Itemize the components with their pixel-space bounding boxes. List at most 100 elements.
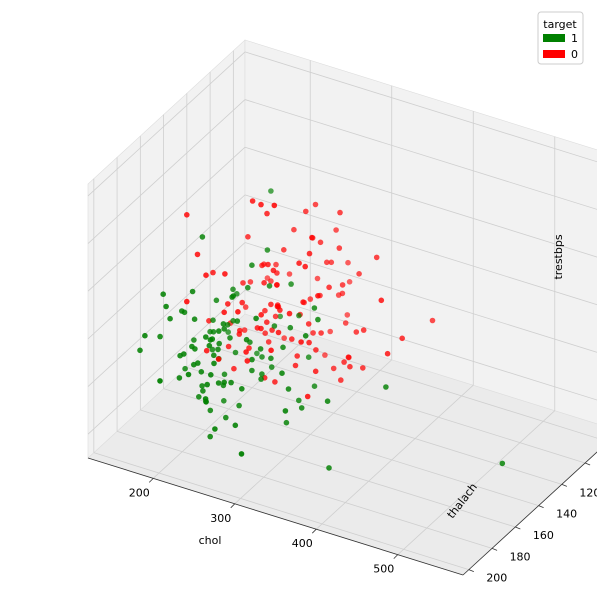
grid-line-z-back <box>244 51 597 163</box>
data-point-target-1 <box>302 333 309 339</box>
data-point-target-0 <box>261 280 267 286</box>
data-point-target-0 <box>194 251 201 258</box>
back-wall-pane <box>244 39 597 425</box>
data-point-target-0 <box>330 365 337 372</box>
data-point-target-1 <box>225 329 231 335</box>
data-point-target-1 <box>259 354 265 360</box>
data-point-target-0 <box>315 293 321 299</box>
data-point-target-0 <box>305 321 312 327</box>
data-point-target-1 <box>211 360 217 367</box>
data-point-target-1 <box>221 379 227 386</box>
data-point-target-0 <box>277 307 283 313</box>
data-point-target-1 <box>249 367 255 374</box>
data-point-target-1 <box>203 334 209 340</box>
data-point-target-1 <box>207 433 213 440</box>
data-point-target-1 <box>191 337 197 343</box>
data-point-target-1 <box>257 346 264 352</box>
data-point-target-0 <box>268 278 274 284</box>
grid-line-z-back <box>244 289 597 401</box>
data-point-target-1 <box>189 288 196 295</box>
y-tick-mark <box>584 462 591 466</box>
data-point-target-0 <box>203 347 210 354</box>
data-point-target-1 <box>221 326 227 332</box>
data-point-target-0 <box>324 259 330 266</box>
data-point-target-0 <box>304 393 311 400</box>
data-point-target-0 <box>339 282 346 288</box>
data-point-target-1 <box>209 346 216 353</box>
grid-line-y-floor <box>163 388 539 507</box>
data-point-target-1 <box>215 380 222 386</box>
data-point-target-1 <box>249 262 255 269</box>
data-point-target-1 <box>253 315 259 322</box>
data-point-target-0 <box>258 312 265 318</box>
data-point-target-1 <box>199 383 205 389</box>
data-point-target-0 <box>247 279 254 285</box>
data-point-target-0 <box>373 254 380 261</box>
data-point-target-1 <box>288 281 294 287</box>
data-point-target-1 <box>224 322 231 328</box>
data-point-target-1 <box>227 335 233 341</box>
legend-label-1: 1 <box>571 32 578 45</box>
y-tick-label: 120 <box>579 486 597 499</box>
data-point-target-0 <box>239 299 245 306</box>
data-point-target-0 <box>272 379 278 385</box>
data-point-target-1 <box>213 297 220 304</box>
data-point-target-0 <box>235 309 241 315</box>
data-point-target-0 <box>307 296 314 302</box>
x-axis-line <box>87 457 464 576</box>
data-point-target-0 <box>310 330 316 336</box>
data-point-target-1 <box>212 426 218 432</box>
data-point-target-0 <box>300 299 306 305</box>
y-tick-mark <box>491 547 498 551</box>
grid-line-z-back <box>244 194 597 306</box>
data-point-target-1 <box>210 317 216 324</box>
data-point-target-0 <box>292 362 299 369</box>
data-point-target-0 <box>337 209 343 216</box>
grid-line-z-back <box>244 99 597 210</box>
data-point-target-1 <box>223 414 229 421</box>
data-point-target-0 <box>344 312 351 318</box>
data-point-target-0 <box>291 226 297 233</box>
data-point-target-1 <box>279 370 285 377</box>
x-tick-mark <box>148 478 154 483</box>
data-point-target-1 <box>326 465 332 471</box>
data-point-target-1 <box>157 378 163 384</box>
data-point-target-0 <box>281 335 288 341</box>
data-point-target-1 <box>200 388 206 394</box>
x-tick-label: 200 <box>129 486 150 499</box>
data-point-target-1 <box>157 333 163 340</box>
data-point-target-0 <box>342 320 349 326</box>
data-point-target-1 <box>221 371 228 378</box>
data-point-target-0 <box>356 271 362 277</box>
data-point-target-1 <box>383 384 389 390</box>
data-point-target-0 <box>312 368 319 375</box>
data-point-target-1 <box>232 422 239 429</box>
data-point-target-0 <box>399 335 406 342</box>
data-point-target-1 <box>202 396 209 402</box>
data-point-target-1 <box>239 386 245 392</box>
grid-line-z-wall <box>87 146 246 292</box>
data-point-target-1 <box>280 344 286 351</box>
data-point-target-0 <box>346 279 353 285</box>
data-point-target-1 <box>230 318 236 324</box>
data-point-target-0 <box>302 263 309 270</box>
data-point-target-0 <box>384 350 391 357</box>
grid-lines <box>87 50 597 571</box>
data-point-target-1 <box>296 397 302 404</box>
data-point-target-1 <box>198 369 205 375</box>
data-point-target-1 <box>296 312 302 319</box>
data-point-target-1 <box>228 379 234 386</box>
data-point-target-0 <box>268 301 274 308</box>
data-point-target-0 <box>245 234 251 240</box>
data-point-target-0 <box>262 307 268 314</box>
data-point-target-1 <box>192 346 198 352</box>
data-point-target-1 <box>185 371 192 378</box>
data-point-target-0 <box>231 365 237 372</box>
legend-label-0: 0 <box>571 48 578 61</box>
data-point-target-0 <box>309 234 315 241</box>
legend-swatch-0 <box>543 50 565 58</box>
data-point-target-0 <box>221 309 227 316</box>
y-tick-mark <box>538 505 544 509</box>
axis-panes <box>87 39 597 576</box>
data-point-target-1 <box>259 371 265 377</box>
